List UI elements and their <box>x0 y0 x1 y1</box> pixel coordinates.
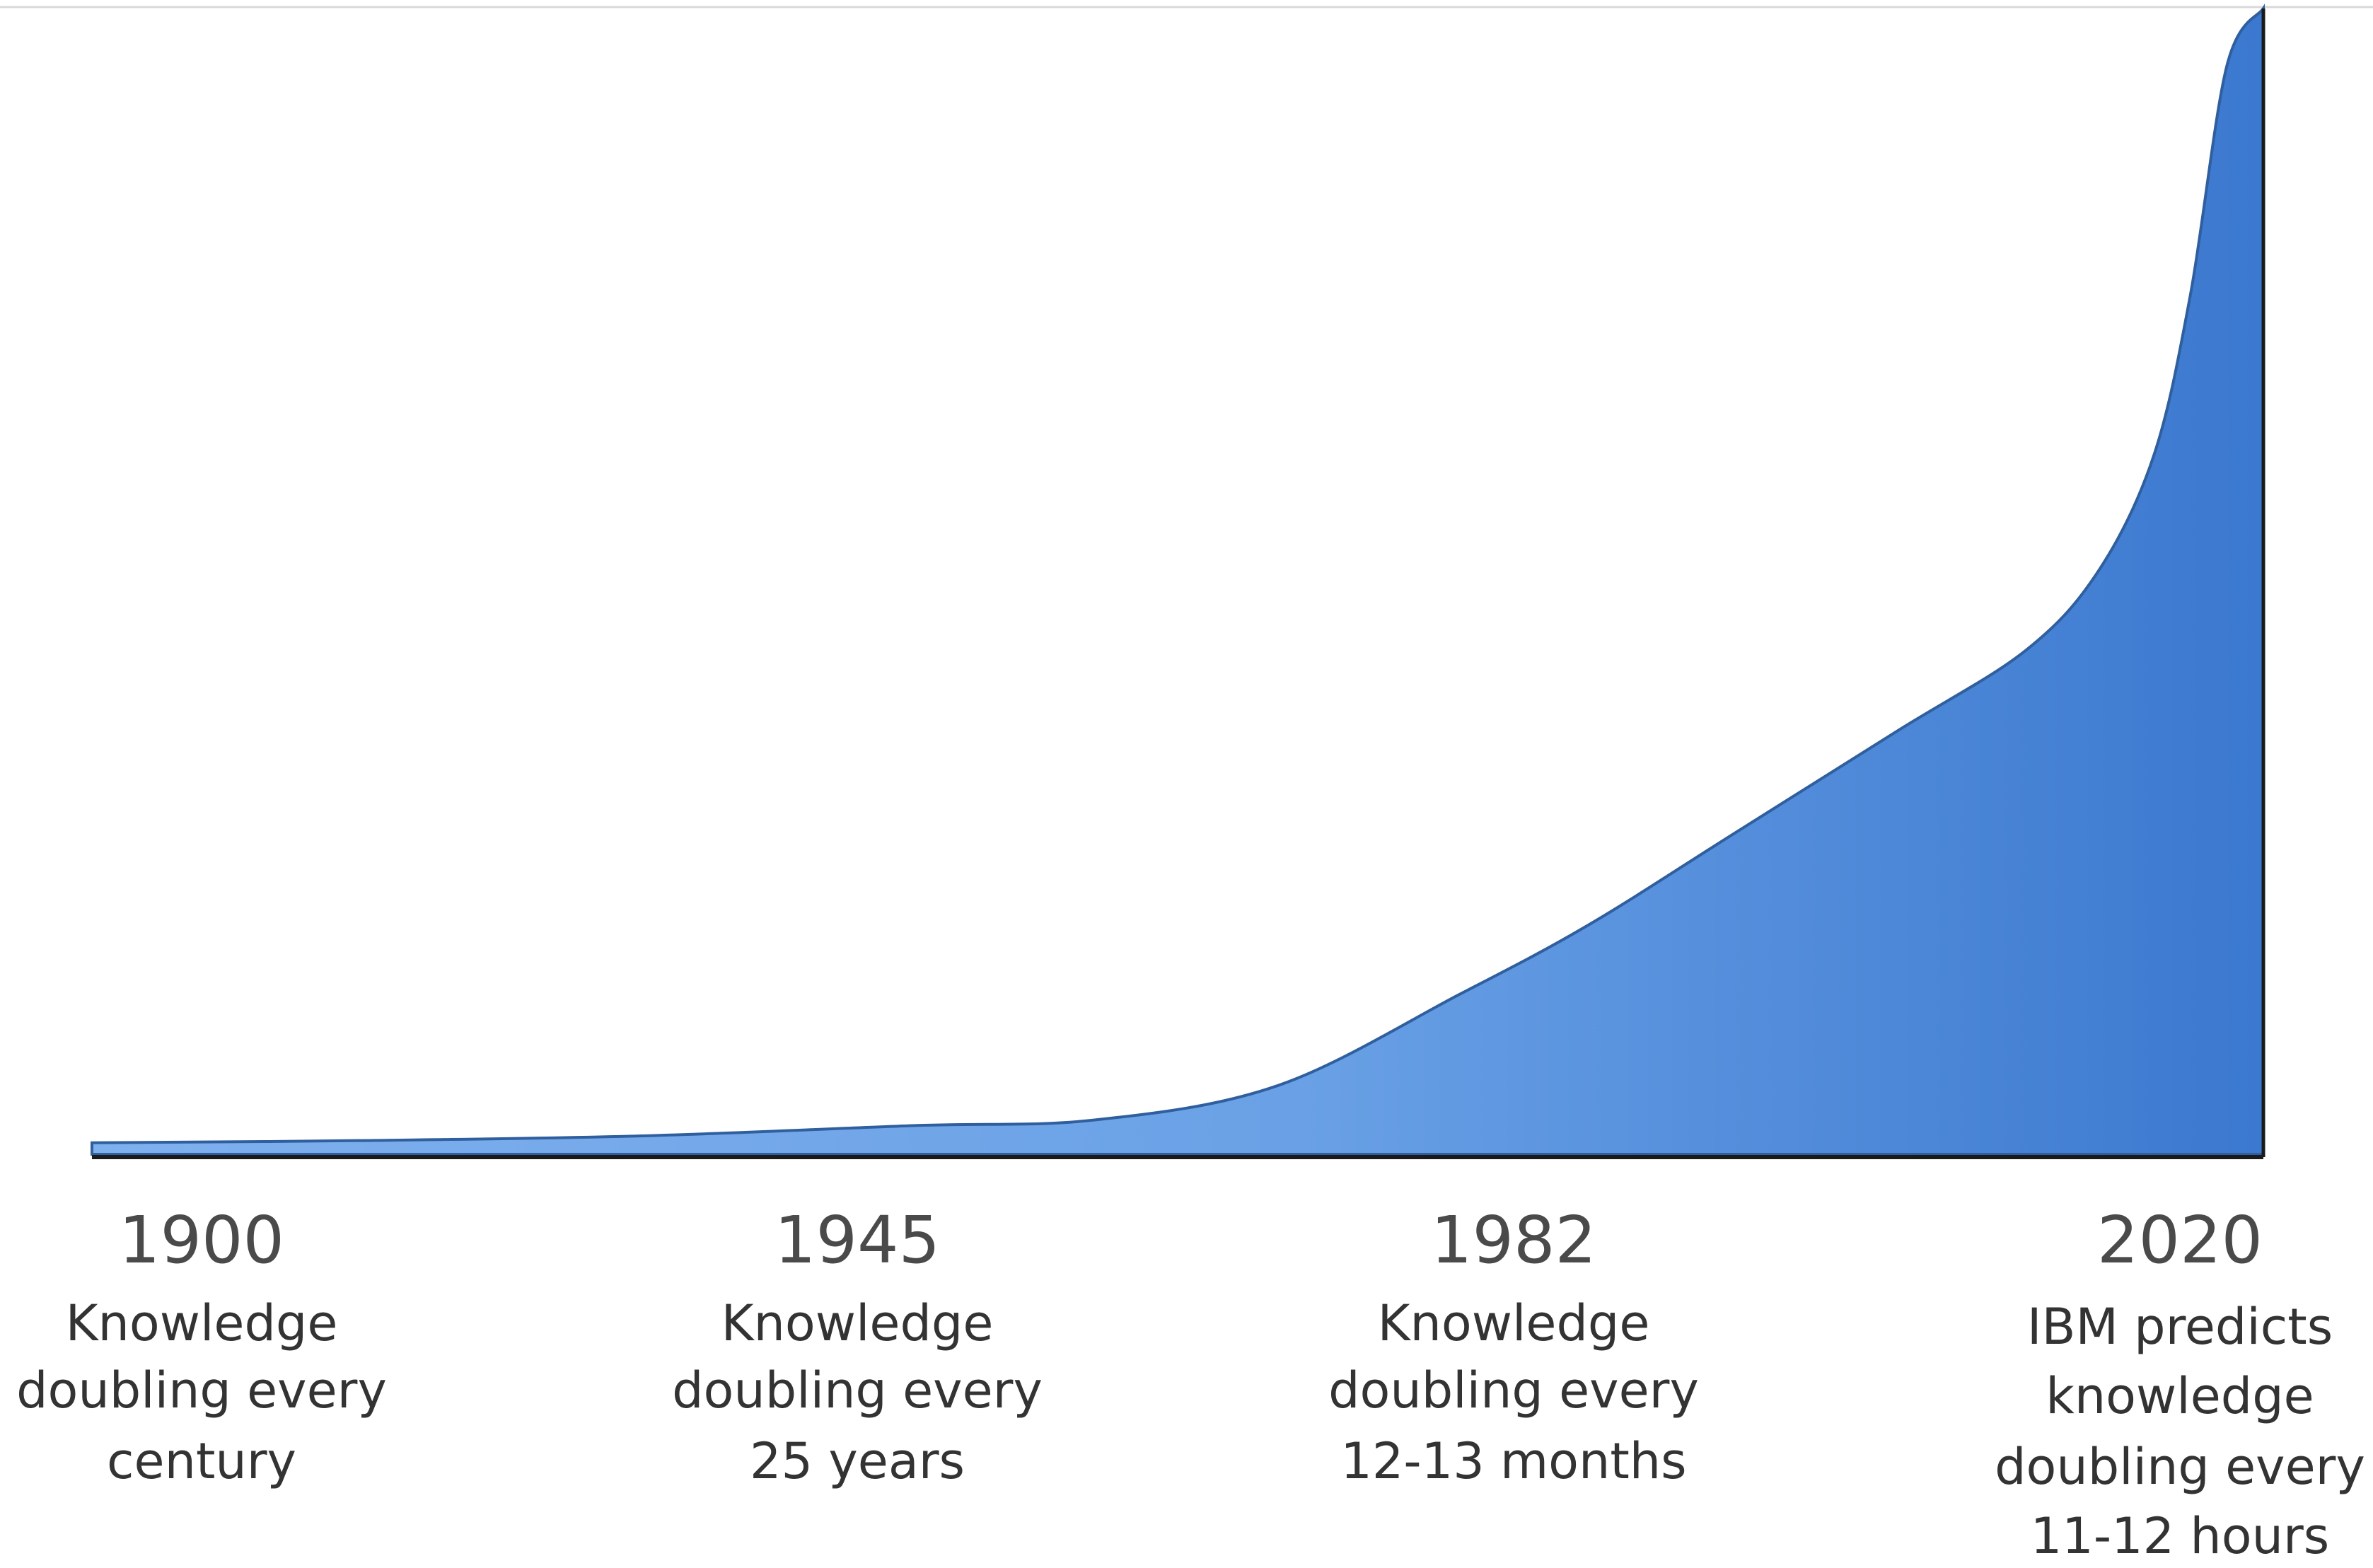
x-tick-description: Knowledge <box>1378 1294 1650 1352</box>
x-tick-description: 25 years <box>750 1432 965 1490</box>
x-tick-description: Knowledge <box>721 1294 994 1352</box>
x-tick-description: doubling every <box>1995 1438 2365 1496</box>
x-tick-label: 1982 <box>1431 1202 1596 1278</box>
x-tick-label: 1900 <box>119 1202 284 1278</box>
x-tick-description: doubling every <box>1328 1361 1699 1419</box>
x-tick-1945: 1945 Knowledge doubling every 25 years <box>672 1202 1043 1490</box>
x-tick-description: 12-13 months <box>1340 1432 1686 1490</box>
x-tick-description: doubling every <box>16 1361 387 1419</box>
x-tick-label: 1945 <box>774 1202 940 1278</box>
knowledge-growth-area <box>91 4 2265 1156</box>
x-tick-1982: 1982 Knowledge doubling every 12-13 mont… <box>1328 1202 1699 1490</box>
x-tick-description: Knowledge <box>66 1294 338 1352</box>
x-tick-2020: 2020 IBM predicts knowledge doubling eve… <box>1995 1202 2365 1565</box>
x-tick-description: knowledge <box>2046 1367 2314 1425</box>
x-tick-description: doubling every <box>672 1361 1043 1419</box>
x-tick-label: 2020 <box>2097 1202 2263 1278</box>
x-tick-description: IBM predicts <box>2027 1298 2333 1356</box>
x-tick-1900: 1900 Knowledge doubling every century <box>16 1202 387 1490</box>
x-tick-description: century <box>107 1432 296 1490</box>
x-tick-description: 11-12 hours <box>2031 1507 2329 1565</box>
